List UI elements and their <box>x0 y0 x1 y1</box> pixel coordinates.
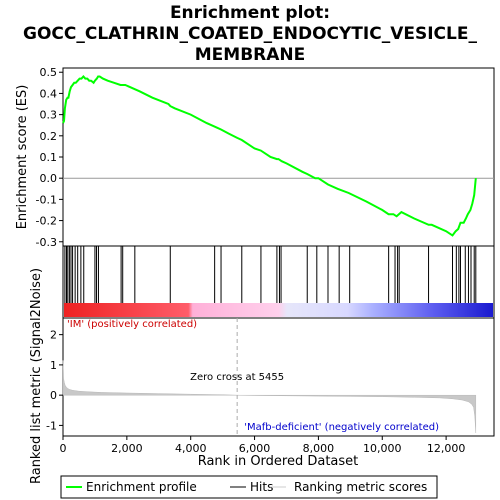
es-y-tick-label: 0.3 <box>40 109 58 122</box>
metric-y-tick-label: -1 <box>46 419 57 432</box>
x-tick-label: 2,000 <box>111 442 143 455</box>
x-tick-label: 6,000 <box>239 442 271 455</box>
es-y-tick-label: -0.3 <box>36 236 57 249</box>
es-y-tick-label: 0.4 <box>40 87 58 100</box>
es-y-tick-label: 0.1 <box>40 151 58 164</box>
legend-box <box>60 475 438 499</box>
es-panel-frame <box>62 67 495 247</box>
es-y-tick-label: 0.0 <box>40 172 58 185</box>
es-y-tick-label: 0.5 <box>40 66 58 79</box>
enrichment-profile-line <box>62 75 477 237</box>
legend-metric-label: Ranking metric scores <box>294 480 427 494</box>
hit-markers <box>64 246 477 303</box>
legend-enrichment-label: Enrichment profile <box>86 480 197 494</box>
x-tick-label: 8,000 <box>303 442 335 455</box>
x-tick-label: 4,000 <box>175 442 207 455</box>
x-axis-label: Rank in Ordered Dataset <box>198 454 359 469</box>
chart-title-line-3: MEMBRANE <box>195 45 306 65</box>
x-tick-label: 10,000 <box>363 442 402 455</box>
x-axis-ticks: 0 2,000 4,000 6,000 8,000 10,000 12,000 <box>60 436 466 455</box>
metric-y-tick-label: 1 <box>50 359 57 372</box>
x-tick-label: 12,000 <box>427 442 466 455</box>
ranking-color-bar <box>64 303 493 317</box>
es-y-tick-label: -0.1 <box>36 193 57 206</box>
negative-correlation-label: 'Mafb-deficient' (negatively correlated) <box>244 422 439 433</box>
chart-title-line-2: GOCC_CLATHRIN_COATED_ENDOCYTIC_VESICLE_ <box>23 24 477 44</box>
metric-y-ticks: -1 0 1 2 <box>46 329 63 432</box>
zero-cross-label: Zero cross at 5455 <box>190 372 284 383</box>
metric-y-tick-label: 2 <box>50 329 57 342</box>
metric-panel-frame <box>62 317 495 437</box>
x-tick-label: 0 <box>60 442 67 455</box>
es-y-axis-label: Enrichment score (ES) <box>15 85 30 230</box>
legend-hits-label: Hits <box>250 480 273 494</box>
metric-y-axis-label: Ranked list metric (Signal2Noise) <box>29 268 44 484</box>
chart-title-line-1: Enrichment plot: <box>170 3 330 23</box>
es-y-ticks: -0.3 -0.2 -0.1 0.0 0.1 0.2 0.3 0.4 0.5 <box>36 66 63 249</box>
positive-correlation-label: 'IM' (positively correlated) <box>67 319 197 330</box>
es-y-tick-label: -0.2 <box>36 215 57 228</box>
es-y-tick-label: 0.2 <box>40 130 58 143</box>
metric-y-tick-label: 0 <box>50 389 57 402</box>
